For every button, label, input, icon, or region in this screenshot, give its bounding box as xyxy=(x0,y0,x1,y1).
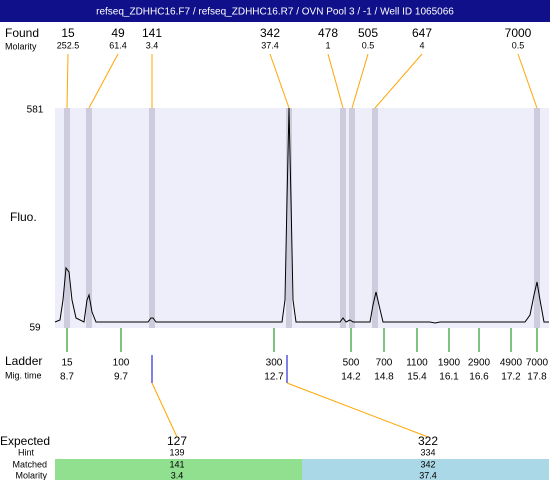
y-axis-label: Fluo. xyxy=(10,210,37,224)
title-bar xyxy=(0,0,550,22)
mig-time: 17.2 xyxy=(501,372,521,383)
found-molarity: 4 xyxy=(419,40,424,50)
ladder-label: Ladder xyxy=(5,354,42,368)
mig-time-label: Mig. time xyxy=(5,370,42,380)
peak-band xyxy=(349,108,355,328)
ladder-size: 1900 xyxy=(438,358,461,369)
peak-connector xyxy=(327,53,344,109)
peak-connector xyxy=(88,53,119,109)
ladder-size: 700 xyxy=(376,358,393,369)
expected-label: Expected xyxy=(0,434,50,448)
ladder-size: 500 xyxy=(343,358,360,369)
ladder-size: 7000 xyxy=(526,358,549,369)
found-size: 342 xyxy=(260,26,280,40)
peak-connector xyxy=(374,53,423,109)
mig-time: 16.6 xyxy=(469,372,489,383)
peak-band xyxy=(149,108,155,328)
molarity-label: Molarity xyxy=(15,470,47,480)
matched-molarity: 3.4 xyxy=(171,470,184,480)
ladder-size: 100 xyxy=(113,358,130,369)
found-size: 505 xyxy=(358,26,378,40)
mig-time: 16.1 xyxy=(439,372,459,383)
mig-time: 12.7 xyxy=(264,372,284,383)
peak-connector xyxy=(351,53,369,109)
plot-area xyxy=(55,108,549,328)
peak-band xyxy=(372,108,378,328)
ladder-size: 4900 xyxy=(500,358,523,369)
peak-connector xyxy=(66,53,69,109)
trace xyxy=(54,107,549,324)
matched-size: 141 xyxy=(169,459,184,469)
mig-time: 14.8 xyxy=(374,372,394,383)
hint-label: Hint xyxy=(18,447,35,457)
ladder-size: 2900 xyxy=(468,358,491,369)
found-molarity: 3.4 xyxy=(146,40,159,50)
mig-time: 8.7 xyxy=(60,372,74,383)
peak-band xyxy=(340,108,346,328)
peak-band xyxy=(534,108,540,328)
expected-size: 322 xyxy=(418,434,438,448)
found-size: 141 xyxy=(142,26,162,40)
found-size: 7000 xyxy=(505,26,532,40)
ladder-size: 300 xyxy=(266,358,283,369)
matched-bg xyxy=(55,459,302,480)
mig-time: 14.2 xyxy=(341,372,361,383)
found-size: 49 xyxy=(111,26,125,40)
hint-size: 139 xyxy=(169,447,184,457)
mig-time: 9.7 xyxy=(114,372,128,383)
matched-bg xyxy=(302,459,549,480)
found-molarity: 61.4 xyxy=(109,40,127,50)
peak-band xyxy=(86,108,92,328)
mig-time: 15.4 xyxy=(407,372,427,383)
hint-size: 334 xyxy=(420,447,435,457)
found-label: Found xyxy=(5,26,39,40)
matched-label: Matched xyxy=(12,459,47,469)
peak-connector xyxy=(269,53,290,109)
found-molarity: 37.4 xyxy=(261,40,279,50)
matched-molarity: 37.4 xyxy=(419,470,437,480)
found-molarity: 1 xyxy=(325,40,330,50)
match-connector xyxy=(151,382,178,438)
found-size: 647 xyxy=(412,26,432,40)
peak-connector xyxy=(517,53,538,109)
peak-band xyxy=(64,108,70,328)
expected-size: 127 xyxy=(167,434,187,448)
found-size: 15 xyxy=(61,26,75,40)
found-molarity: 0.5 xyxy=(362,40,375,50)
matched-size: 342 xyxy=(420,459,435,469)
mig-time: 17.8 xyxy=(527,372,547,383)
peak-band xyxy=(286,108,292,328)
title: refseq_ZDHHC16.F7 / refseq_ZDHHC16.R7 / … xyxy=(96,7,454,18)
match-connector xyxy=(286,382,429,438)
found-size: 478 xyxy=(318,26,338,40)
y-max: 581 xyxy=(27,105,44,116)
ladder-size: 1100 xyxy=(406,358,428,369)
y-min: 59 xyxy=(29,323,41,334)
ladder-size: 15 xyxy=(61,358,73,369)
found-molarity: 0.5 xyxy=(512,40,525,50)
molarity-label: Molarity xyxy=(5,41,37,51)
found-molarity: 252.5 xyxy=(57,40,80,50)
